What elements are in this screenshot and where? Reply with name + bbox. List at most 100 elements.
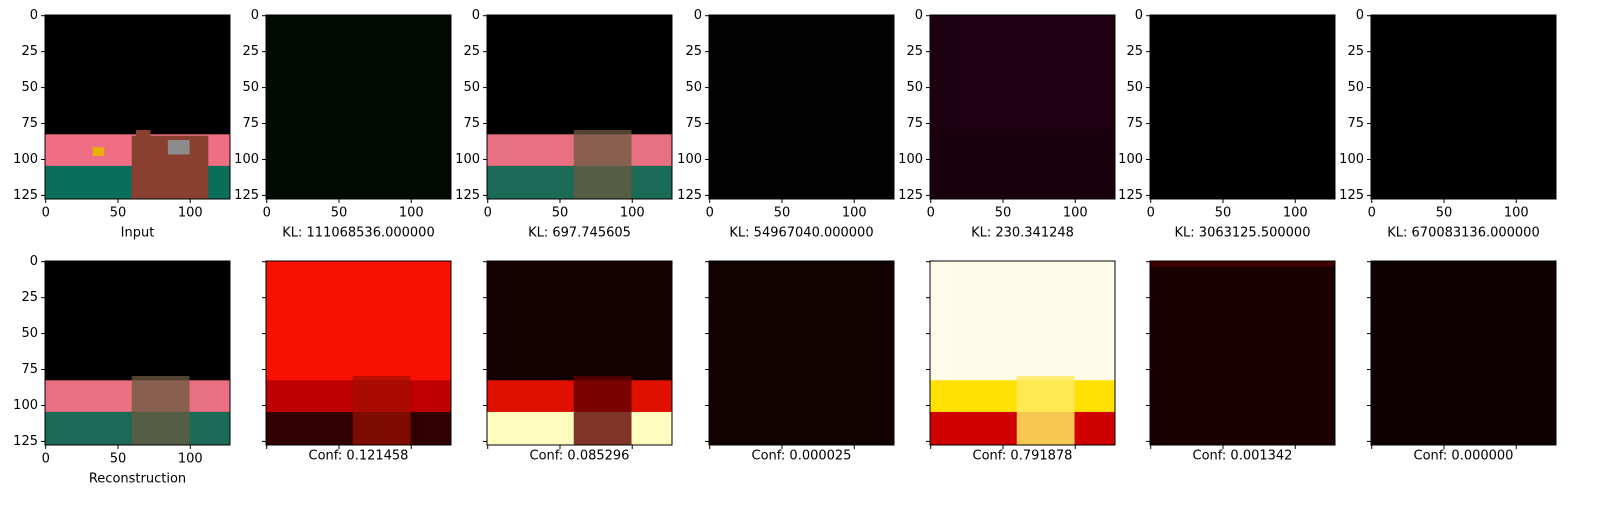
image-region [1016,376,1075,445]
y-tick-label: 25 [21,44,38,59]
y-tick-label: 100 [234,152,259,167]
y-tick-label: 50 [463,80,480,95]
y-tick-label: 75 [242,116,259,131]
x-tick-label: 100 [1283,206,1308,221]
image [709,261,894,445]
y-tick-label: 125 [13,434,38,449]
image-region [1150,261,1335,267]
image-region [266,15,451,199]
image-region [352,376,411,445]
y-tick-label: 25 [21,290,38,305]
image-region [1150,261,1335,445]
x-tick-label: 50 [995,206,1012,221]
y-tick-label: 125 [1339,188,1364,203]
image-region [136,130,151,139]
x-tick-label: 50 [552,206,569,221]
axes-frame [265,14,452,200]
x-tick-label: 50 [110,452,127,467]
y-tick-label: 75 [463,116,480,131]
y-tick-label: 75 [21,116,38,131]
axes-frame [486,260,673,446]
image [1150,15,1335,199]
x-tick-label: 50 [110,206,127,221]
y-tick-label: 100 [1339,152,1364,167]
panel-label: KL: 111068536.000000 [282,226,434,241]
y-tick-label: 0 [472,8,480,23]
x-tick-label: 50 [774,206,791,221]
axes-frame [44,14,231,200]
axes-frame [929,260,1116,446]
y-tick-label: 100 [13,398,38,413]
image [1371,15,1556,199]
image [266,15,451,199]
axes-frame [929,14,1116,200]
y-tick-label: 100 [1118,152,1143,167]
image-region [92,147,105,156]
image-region [131,376,190,445]
x-tick-label: 0 [42,206,50,221]
y-tick-label: 50 [906,80,923,95]
y-tick-label: 50 [21,326,38,341]
panel-label: Conf: 0.000000 [1414,449,1514,464]
x-tick-label: 50 [1436,206,1453,221]
y-tick-label: 75 [1347,116,1364,131]
y-tick-label: 50 [1347,80,1364,95]
y-tick-label: 125 [13,188,38,203]
y-tick-label: 50 [1126,80,1143,95]
y-tick-label: 100 [898,152,923,167]
y-tick-label: 100 [455,152,480,167]
axes-frame [1370,260,1557,446]
y-tick-label: 125 [898,188,923,203]
panel-label: Conf: 0.791878 [973,449,1073,464]
x-tick-label: 0 [1368,206,1376,221]
axes-frame [265,260,452,446]
y-tick-label: 75 [906,116,923,131]
image [709,15,894,199]
image [1150,261,1335,445]
panel-label: KL: 670083136.000000 [1387,226,1539,241]
y-tick-label: 125 [455,188,480,203]
axes-frame [44,260,231,446]
x-tick-label: 100 [178,452,203,467]
panel-label: Reconstruction [89,472,186,487]
panel-label: Conf: 0.000025 [752,449,852,464]
panel-label: Conf: 0.121458 [309,449,409,464]
image-region [709,15,894,199]
x-tick-label: 0 [927,206,935,221]
image-region [573,130,632,199]
panel-label: KL: 230.341248 [971,226,1074,241]
axes-frame [708,14,895,200]
y-tick-label: 0 [1356,8,1364,23]
y-tick-label: 0 [694,8,702,23]
image [45,15,230,199]
image-region [573,376,632,445]
x-tick-label: 100 [842,206,867,221]
y-tick-label: 25 [1347,44,1364,59]
image [930,15,1115,199]
image-region [930,130,1115,199]
image-region [1371,261,1556,445]
panel-label: KL: 54967040.000000 [729,226,873,241]
x-tick-label: 100 [399,206,424,221]
image [266,261,451,445]
axes-frame [1149,260,1336,446]
y-tick-label: 75 [21,362,38,377]
x-tick-label: 50 [331,206,348,221]
axes-frame [1149,14,1336,200]
axes-frame [1370,14,1557,200]
y-tick-label: 25 [906,44,923,59]
axes-frame [708,260,895,446]
x-tick-label: 50 [1215,206,1232,221]
image-region [1150,15,1335,199]
y-tick-label: 0 [251,8,259,23]
image [1371,261,1556,445]
x-tick-label: 100 [620,206,645,221]
image [930,261,1115,445]
y-tick-label: 125 [1118,188,1143,203]
y-tick-label: 100 [677,152,702,167]
x-tick-label: 0 [42,452,50,467]
image-region [709,261,894,445]
image [45,261,230,445]
x-tick-label: 100 [1063,206,1088,221]
y-tick-label: 25 [463,44,480,59]
